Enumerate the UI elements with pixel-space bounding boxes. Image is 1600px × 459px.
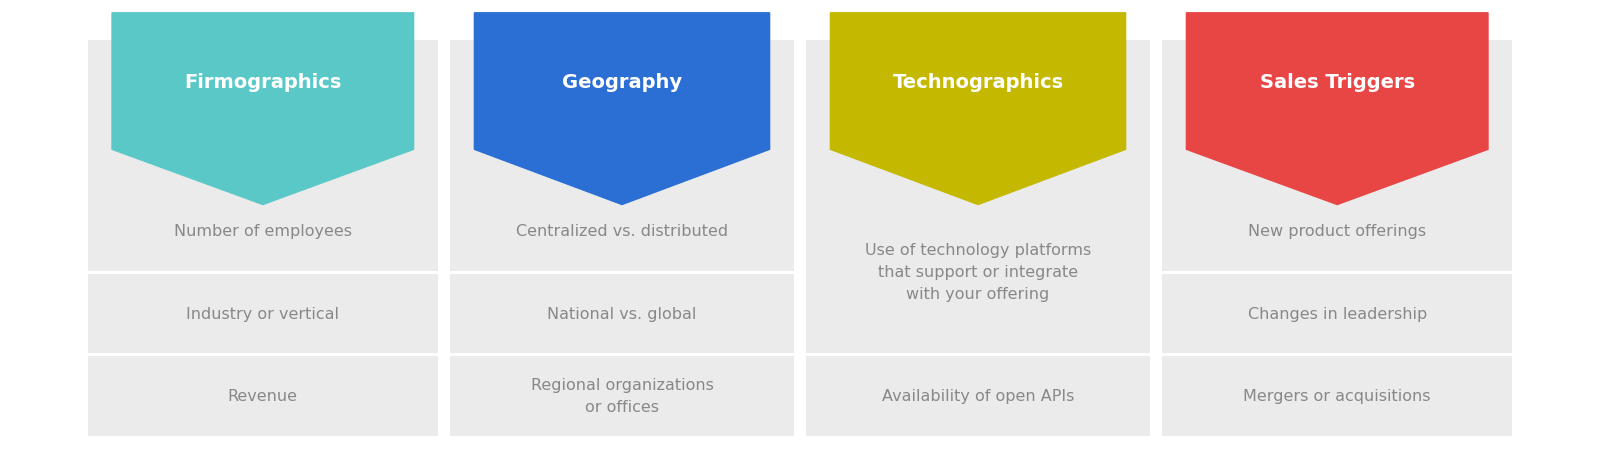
Polygon shape [112,14,413,205]
Bar [806,191,1150,353]
Bar [88,274,437,353]
Polygon shape [474,14,770,205]
Polygon shape [830,14,1125,205]
Text: Technographics: Technographics [893,73,1064,91]
Text: Industry or vertical: Industry or vertical [186,306,339,321]
Bar [1162,41,1512,191]
Text: Sales Triggers: Sales Triggers [1259,73,1414,91]
Text: Changes in leadership: Changes in leadership [1248,306,1427,321]
Bar [1162,274,1512,353]
Text: Geography: Geography [562,73,682,91]
Bar [451,356,794,436]
Text: Centralized vs. distributed: Centralized vs. distributed [515,224,728,239]
Text: Mergers or acquisitions: Mergers or acquisitions [1243,388,1430,403]
Bar [1162,356,1512,436]
Text: Revenue: Revenue [227,388,298,403]
Text: Use of technology platforms
that support or integrate
with your offering: Use of technology platforms that support… [866,242,1091,302]
Bar [1162,191,1512,272]
Bar [806,356,1150,436]
Bar [451,191,794,272]
Text: Number of employees: Number of employees [174,224,352,239]
Bar [451,41,794,191]
Bar [88,356,437,436]
Bar [88,41,437,191]
Text: Availability of open APIs: Availability of open APIs [882,388,1074,403]
Bar [806,41,1150,191]
Text: Regional organizations
or offices: Regional organizations or offices [531,377,714,414]
Text: Firmographics: Firmographics [184,73,341,91]
Polygon shape [1187,14,1488,205]
Text: New product offerings: New product offerings [1248,224,1426,239]
Bar [451,274,794,353]
Text: National vs. global: National vs. global [547,306,696,321]
Bar [88,191,437,272]
